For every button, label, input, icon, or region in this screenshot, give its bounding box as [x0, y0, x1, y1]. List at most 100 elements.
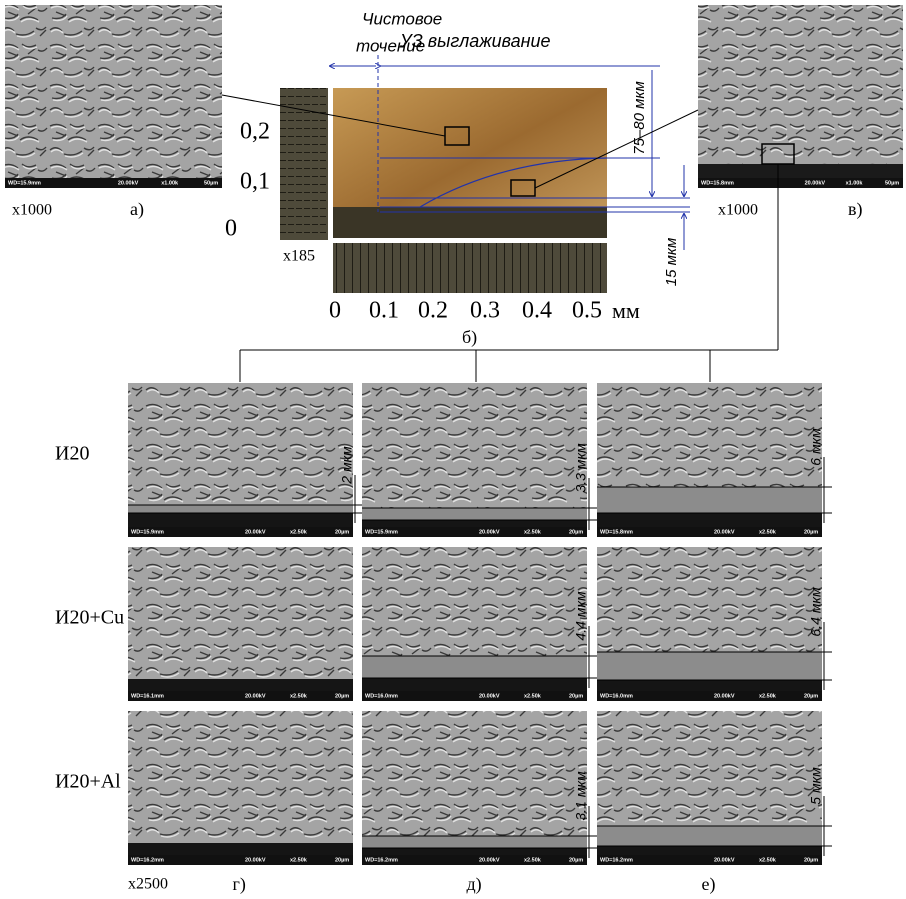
sem-footer: 20.00kV	[118, 180, 139, 186]
label: г)	[233, 874, 246, 895]
sem-footer: 20µm	[804, 529, 818, 535]
coating	[128, 505, 353, 513]
sem-footer: x2.50k	[759, 693, 777, 699]
coating	[597, 652, 822, 680]
sem-footer: 20.00kV	[479, 857, 500, 863]
sem-footer: x2.50k	[759, 857, 777, 863]
label: 0.2	[418, 298, 448, 324]
sem-footer: 20µm	[804, 857, 818, 863]
label: д)	[467, 874, 482, 895]
label: 75–80 мкм	[631, 81, 648, 155]
label: 0	[329, 298, 341, 324]
sem-footer: 20.00kV	[714, 529, 735, 535]
sem-footer: 20.00kV	[479, 693, 500, 699]
label: 0.3	[470, 298, 500, 324]
sem-footer: WD=16.2mm	[131, 857, 164, 863]
label: а)	[130, 199, 144, 220]
sem-footer: x2.50k	[524, 693, 542, 699]
sem-footer: WD=16.0mm	[600, 693, 633, 699]
label: 0,2	[240, 119, 270, 145]
figure: WD=15.9mm 20.00kV x1.00k 50µm x1000 а) WD=15.8…	[0, 0, 906, 899]
label: 0.4	[522, 298, 552, 324]
sem-footer: x2.50k	[759, 529, 777, 535]
substrate	[597, 680, 822, 691]
coating	[597, 826, 822, 846]
coating	[362, 508, 587, 520]
sem-footer: WD=15.8mm	[600, 529, 633, 535]
coating	[362, 656, 587, 678]
sem-footer: 20µm	[569, 529, 583, 535]
sem-footer: x2.50k	[290, 529, 308, 535]
substrate	[362, 848, 587, 855]
sem-footer: 20µm	[804, 693, 818, 699]
thickness-label: 2 мкм	[339, 446, 355, 485]
sem-footer: WD=15.9mm	[131, 529, 164, 535]
coating	[597, 487, 822, 513]
sem-footer: WD=16.2mm	[365, 857, 398, 863]
thickness-label: 6 мкм	[808, 428, 824, 466]
substrate	[128, 513, 353, 527]
sem-footer: 20.00kV	[245, 529, 266, 535]
substrate	[362, 520, 587, 527]
ruler-x	[333, 243, 607, 293]
label: 0	[225, 216, 237, 242]
sem-footer: x1.00k	[846, 180, 864, 186]
sem-footer: 20.00kV	[714, 857, 735, 863]
micrograph	[128, 711, 353, 865]
sem-footer: WD=15.8mm	[701, 180, 734, 186]
sem-footer: x2.50k	[290, 857, 308, 863]
label: е)	[702, 874, 716, 895]
label: б)	[462, 327, 477, 348]
label: x2500	[128, 876, 168, 893]
sem-footer: 20µm	[335, 857, 349, 863]
substrate	[597, 846, 822, 855]
sem-footer: x2.50k	[524, 857, 542, 863]
sem-footer: 20µm	[569, 857, 583, 863]
sem-footer: WD=16.2mm	[600, 857, 633, 863]
micrograph	[128, 547, 353, 701]
sem-footer: 20.00kV	[479, 529, 500, 535]
ruler-y	[280, 88, 328, 240]
label: Чистовое	[362, 9, 442, 28]
thickness-label: 3.3 мкм	[573, 443, 589, 493]
sem-footer: 20.00kV	[714, 693, 735, 699]
thickness-label: 4.4 мкм	[573, 591, 589, 641]
substrate	[698, 164, 903, 178]
thickness-label: 5 мкм	[808, 767, 824, 805]
sem-footer: WD=16.1mm	[131, 693, 164, 699]
label: x185	[283, 248, 315, 265]
label: 0.1	[369, 298, 399, 324]
substrate	[597, 513, 822, 527]
label: 15 мкм	[663, 238, 680, 287]
substrate	[128, 679, 353, 691]
sem-footer: WD=15.9mm	[365, 529, 398, 535]
sem-footer: x1.00k	[161, 180, 179, 186]
label: 0,1	[240, 169, 270, 195]
micrograph-v	[698, 5, 903, 188]
sem-footer: 20µm	[569, 693, 583, 699]
sem-footer: x2.50k	[524, 529, 542, 535]
sem-footer: 50µm	[885, 180, 899, 186]
label: x1000	[718, 202, 758, 219]
label: И20+Cu	[55, 607, 124, 629]
label: x1000	[12, 202, 52, 219]
micrograph-a	[5, 5, 222, 188]
label: И20	[55, 443, 89, 465]
sem-footer: 20.00kV	[805, 180, 826, 186]
sem-footer: 20.00kV	[245, 693, 266, 699]
sem-footer: x2.50k	[290, 693, 308, 699]
sem-footer: 20.00kV	[245, 857, 266, 863]
sem-footer: 20µm	[335, 529, 349, 535]
thickness-label: 3.1 мкм	[573, 771, 589, 821]
sem-footer: WD=16.0mm	[365, 693, 398, 699]
label: УЗ выглаживание	[399, 31, 551, 51]
thickness-label: 6.4 мкм	[808, 587, 824, 637]
label: в)	[848, 199, 863, 220]
label: И20+Al	[55, 771, 121, 793]
substrate	[128, 843, 353, 855]
sem-footer: 20µm	[335, 693, 349, 699]
label: 0.5	[572, 298, 602, 324]
sem-footer: WD=15.9mm	[8, 180, 41, 186]
substrate	[362, 678, 587, 691]
coating	[362, 836, 587, 848]
